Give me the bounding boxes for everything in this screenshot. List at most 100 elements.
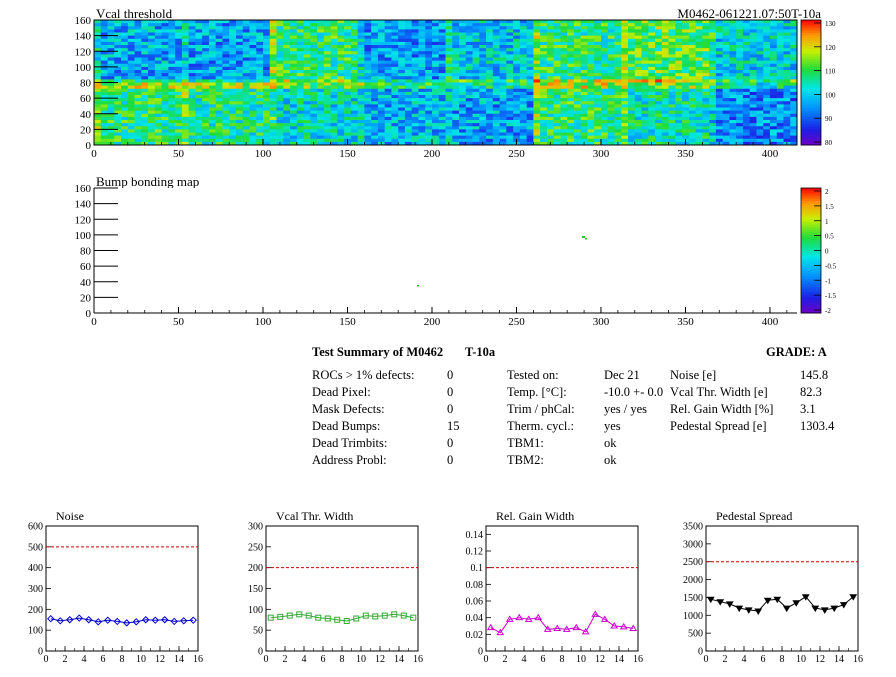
heatmap-cell [344,123,352,127]
heatmap-cell [452,107,460,112]
heatmap-cell [722,48,730,52]
series-line [710,596,854,612]
heatmap-cell [242,29,250,33]
heatmap-cell [148,48,156,52]
heatmap-cell [790,95,798,99]
heatmap-cell [682,60,690,65]
heatmap-cell [540,29,548,33]
heatmap-cell [742,101,751,105]
heatmap-cell [391,126,399,130]
heatmap-cell [763,98,771,102]
heatmap-cell [709,98,717,102]
palette-band [801,27,821,31]
heatmap-cell [290,29,298,33]
heatmap-cell [121,138,129,143]
heatmap-cell [648,101,656,105]
heatmap-cell [560,101,568,105]
heatmap-cell [655,20,663,24]
heatmap-cell [181,132,190,137]
heatmap-cell [790,57,798,62]
x-tick-label: 350 [677,148,694,160]
heatmap-cell [229,66,237,71]
heatmap-cell [337,48,345,52]
heatmap-cell [175,82,183,87]
heatmap-cell [148,70,156,74]
heatmap-cell [594,135,602,140]
heatmap-cell [181,32,190,37]
heatmap-cell [208,54,217,58]
data-point [410,614,417,621]
heatmap-cell [519,76,528,80]
heatmap-cell [621,116,629,121]
heatmap-cell [100,104,108,108]
heatmap-cell [411,70,419,74]
palette-label: -2 [825,307,831,315]
heatmap-cell [195,57,203,62]
heatmap-cell [709,35,717,40]
heatmap-cell [181,98,190,102]
heatmap-cell [567,48,575,52]
heatmap-cell [756,132,764,137]
heatmap-cell [709,107,717,112]
heatmap-cell [303,88,311,93]
heatmap-cell [688,38,697,43]
heatmap-cell [479,123,487,127]
heatmap-cell [188,98,196,102]
heatmap-cell [452,20,460,24]
heatmap-cell [364,38,372,43]
heatmap-cell [262,63,271,68]
heatmap-cell [337,82,345,87]
heatmap-cell [499,88,507,93]
heatmap-cell [763,126,771,130]
heatmap-cell [499,116,507,121]
heatmap-cell [567,51,575,55]
heatmap-cell [506,38,514,43]
heatmap-cell [276,45,284,49]
heatmap-cell [526,32,534,37]
heatmap-cell [364,101,372,105]
heatmap-cell [256,26,264,30]
heatmap-cell [404,41,413,46]
heatmap-cell [431,76,440,80]
heatmap-cell [350,20,359,24]
heatmap-cell [702,73,710,77]
heatmap-cell [195,48,203,52]
heatmap-cell [283,45,291,49]
heatmap-cell [492,23,500,27]
heatmap-cell [208,79,217,83]
heatmap-cell [594,138,602,143]
heatmap-cell [242,126,250,130]
heatmap-cell [546,110,555,115]
heatmap-cell [499,129,507,133]
heatmap-cell [715,60,724,65]
heatmap-cell [533,29,541,33]
heatmap-cell [404,135,413,140]
data-point [773,596,782,604]
heatmap-cell [472,45,480,49]
heatmap-cell [127,60,135,65]
heatmap-cell [749,107,757,112]
heatmap-cell [175,38,183,43]
heatmap-cell [134,138,142,143]
heatmap-cell [580,129,588,133]
heatmap-cell [445,66,453,71]
heatmap-cell [235,73,244,77]
data-point [315,614,322,621]
heatmap-cell [587,110,595,115]
heatmap-cell [175,113,183,118]
heatmap-cell [188,45,196,49]
heatmap-cell [567,41,575,46]
heatmap-cell [425,57,433,62]
heatmap-cell [323,66,331,71]
heatmap-cell [783,104,791,108]
heatmap-cell [621,23,629,27]
heatmap-cell [262,82,271,87]
heatmap-cell [249,23,257,27]
heatmap-cell [398,95,406,99]
data-point [85,616,93,624]
heatmap-cell [296,120,304,124]
heatmap-cell [222,113,230,118]
heatmap-cell [722,126,730,130]
heatmap-cell [452,73,460,77]
heatmap-cell [648,73,656,77]
